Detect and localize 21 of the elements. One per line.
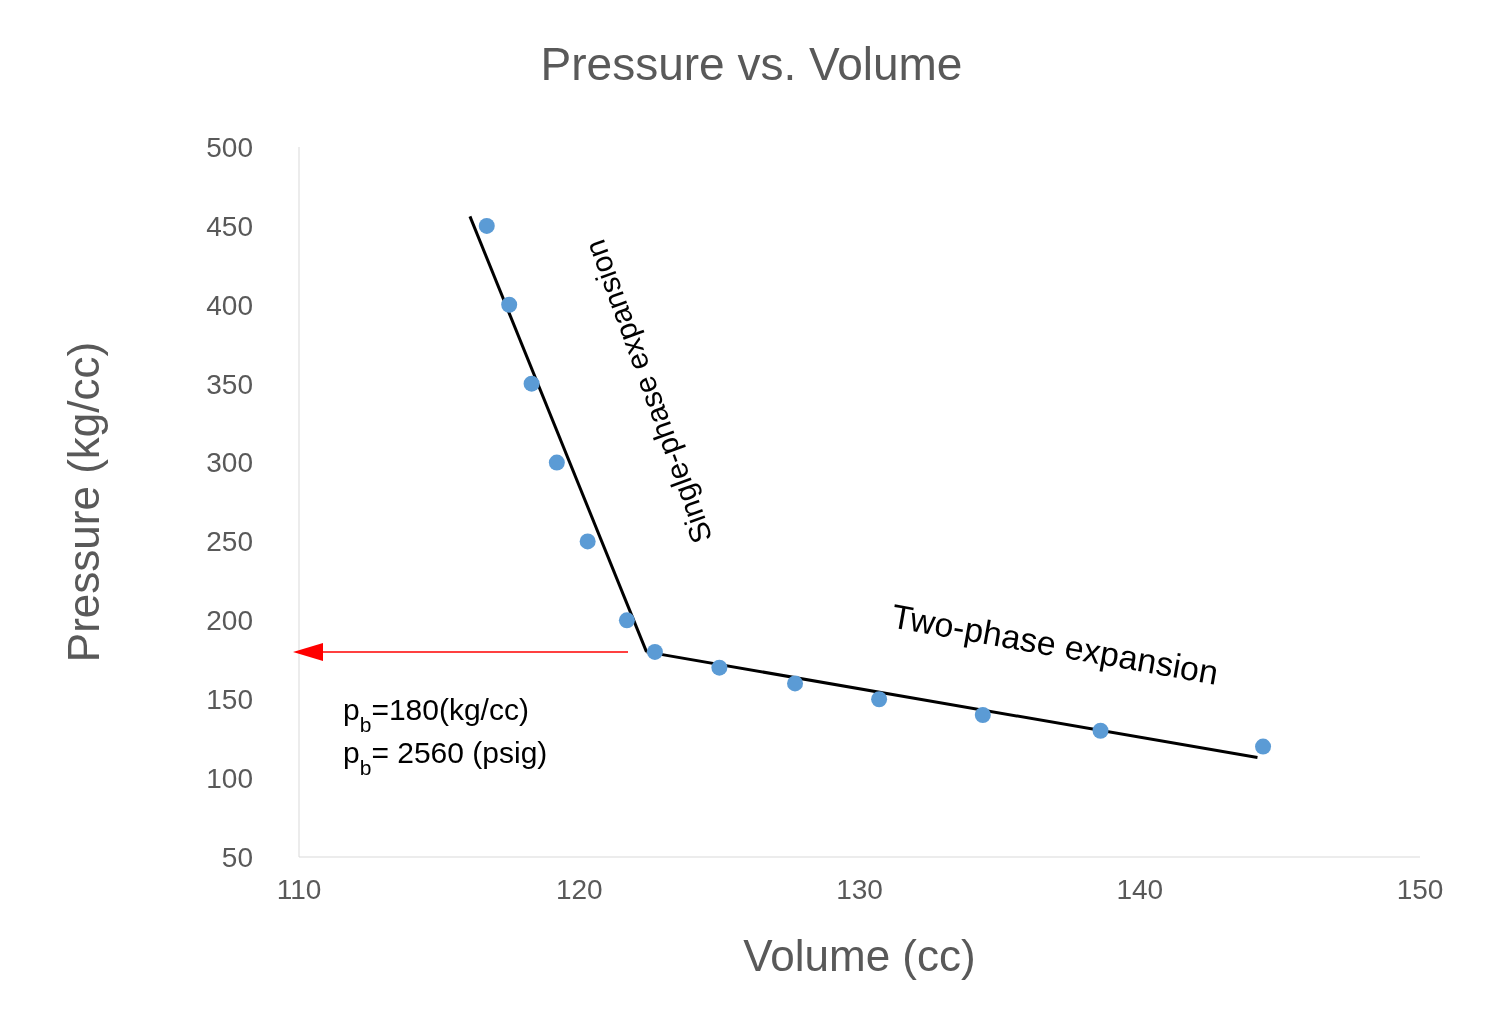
y-tick-label: 500 [206, 131, 253, 163]
x-tick-label: 110 [276, 873, 322, 905]
y-tick-label: 350 [206, 368, 253, 400]
annotation: p$_{b}$=180(kg/cc) [343, 693, 529, 736]
y-tick-label: 300 [206, 447, 253, 479]
x-tick-label: 130 [836, 873, 883, 905]
chart-title: Pressure vs. Volume [540, 38, 963, 90]
y-tick-label: 200 [206, 605, 253, 637]
x-axis-title: Volume (cc) [743, 931, 976, 980]
y-tick-label: 400 [206, 289, 253, 321]
y-tick-label: 450 [206, 210, 253, 242]
annotation: Two-phase expansion [888, 596, 1222, 692]
x-tick-label: 140 [1116, 873, 1164, 905]
y-tick-label: 50 [221, 841, 253, 873]
y-tick-label: 150 [206, 684, 253, 716]
annotation: p$_{b}$= 2560 (psig) [343, 736, 548, 779]
x-tick-label: 150 [1396, 873, 1444, 905]
y-axis-title: Pressure (kg/cc) [58, 341, 108, 663]
y-tick-label: 250 [206, 526, 253, 558]
x-tick-label: 120 [555, 873, 603, 905]
y-tick-label: 100 [206, 763, 253, 795]
